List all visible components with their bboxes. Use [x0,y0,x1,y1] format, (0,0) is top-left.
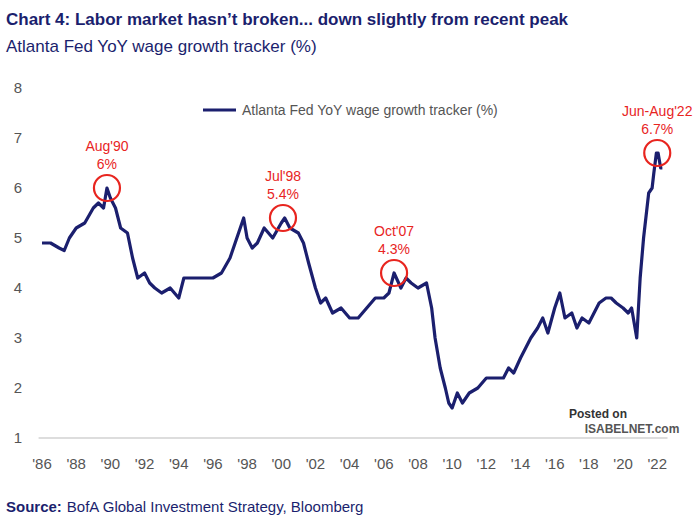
y-tick-label: 3 [14,329,22,346]
y-tick-label: 8 [14,79,22,96]
annotation-circle [381,260,407,286]
x-tick-label: '88 [66,455,86,472]
annotation-value: 6% [97,156,117,172]
y-tick-label: 2 [14,379,22,396]
title: Chart 4: Labor market hasn’t broken... d… [6,10,569,29]
series-line [42,153,662,408]
y-tick-label: 5 [14,229,22,246]
x-tick-label: '96 [203,455,223,472]
x-tick-label: '22 [647,455,667,472]
chart: Chart 4: Labor market hasn’t broken... d… [0,0,700,520]
legend-swatch [203,108,236,111]
x-tick-label: '00 [271,455,291,472]
x-tick-label: '20 [613,455,633,472]
x-tick-label: '16 [545,455,565,472]
x-tick-label: '06 [374,455,394,472]
annotation-label: Oct'07 [374,223,414,239]
legend-label: Atlanta Fed YoY wage growth tracker (%) [242,102,498,118]
x-tick-label: '14 [511,455,531,472]
subtitle: Atlanta Fed YoY wage growth tracker (%) [6,37,317,56]
x-tick-label: '04 [340,455,360,472]
annotation-value: 4.3% [378,241,410,257]
annotation-circle [270,205,296,231]
x-tick-label: '12 [477,455,497,472]
x-tick-label: '10 [442,455,462,472]
y-tick-label: 1 [14,429,22,446]
annotation-circle [94,175,120,201]
watermark: Posted on [569,407,627,421]
x-axis-line [39,438,668,439]
x-tick-label: '02 [306,455,326,472]
annotation-value: 5.4% [267,186,299,202]
x-tick-label: '98 [237,455,257,472]
x-tick-label: '08 [408,455,428,472]
plot-area [42,153,662,408]
source: Source: BofA Global Investment Strategy, … [6,498,363,515]
annotation-label: Aug'90 [85,138,128,154]
source-text: BofA Global Investment Strategy, Bloombe… [67,498,364,515]
y-tick-label: 7 [14,129,22,146]
x-tick-label: '86 [32,455,52,472]
y-tick-label: 4 [14,279,22,296]
x-tick-label: '94 [169,455,189,472]
x-tick-label: '92 [135,455,155,472]
annotation-value: 6.7% [641,121,673,137]
annotation-label: Jun-Aug'22 [622,103,693,119]
watermark: ISABELNET.com [585,422,680,436]
x-tick-label: '90 [101,455,121,472]
annotation-circle [644,140,670,166]
annotation-label: Jul'98 [265,168,301,184]
x-tick-label: '18 [579,455,599,472]
y-tick-label: 6 [14,179,22,196]
source-label: Source: [6,498,62,515]
